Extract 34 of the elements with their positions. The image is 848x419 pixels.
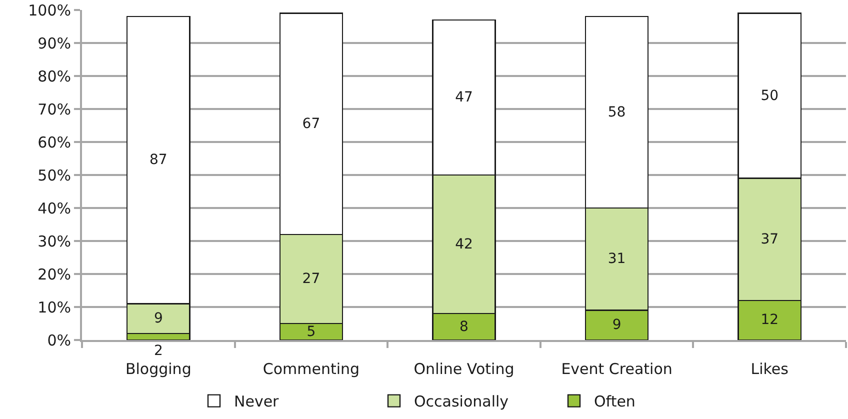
y-tick-label: 80% (38, 67, 71, 86)
data-label: 58 (608, 104, 626, 120)
legend-label: Occasionally (414, 392, 509, 411)
y-tick-label: 60% (38, 133, 71, 152)
data-label: 31 (608, 251, 626, 268)
data-label: 27 (302, 270, 320, 287)
data-label: 9 (612, 317, 622, 334)
data-label: 67 (302, 116, 320, 132)
y-tick-label: 10% (38, 298, 71, 316)
y-tick-label: 90% (38, 34, 71, 52)
data-label: 12 (760, 312, 779, 328)
data-label: 9 (154, 310, 163, 327)
y-tick-label: 30% (38, 232, 71, 250)
y-tick-label: 20% (38, 265, 71, 284)
data-label: 42 (455, 236, 473, 252)
data-label: 5 (306, 324, 316, 340)
data-label: 37 (760, 231, 779, 248)
y-tick-label: 70% (38, 100, 71, 118)
x-tick-label: Likes (750, 360, 789, 378)
data-label: 47 (455, 89, 473, 106)
y-tick-label: 100% (28, 1, 71, 20)
data-label: 2 (154, 343, 163, 359)
x-tick-label: Event Creation (561, 360, 672, 378)
y-tick-label: 40% (38, 199, 71, 218)
y-tick-label: 0% (47, 331, 71, 350)
x-tick-label: Blogging (125, 360, 192, 378)
data-label: 87 (149, 152, 168, 168)
x-tick-label: Online Voting (414, 360, 514, 378)
data-label: 8 (460, 318, 468, 335)
data-label: 50 (760, 88, 779, 104)
legend-label: Often (594, 392, 636, 411)
x-tick-label: Commenting (262, 360, 360, 378)
y-tick-label: 50% (38, 166, 71, 184)
legend-label: Never (234, 392, 280, 411)
